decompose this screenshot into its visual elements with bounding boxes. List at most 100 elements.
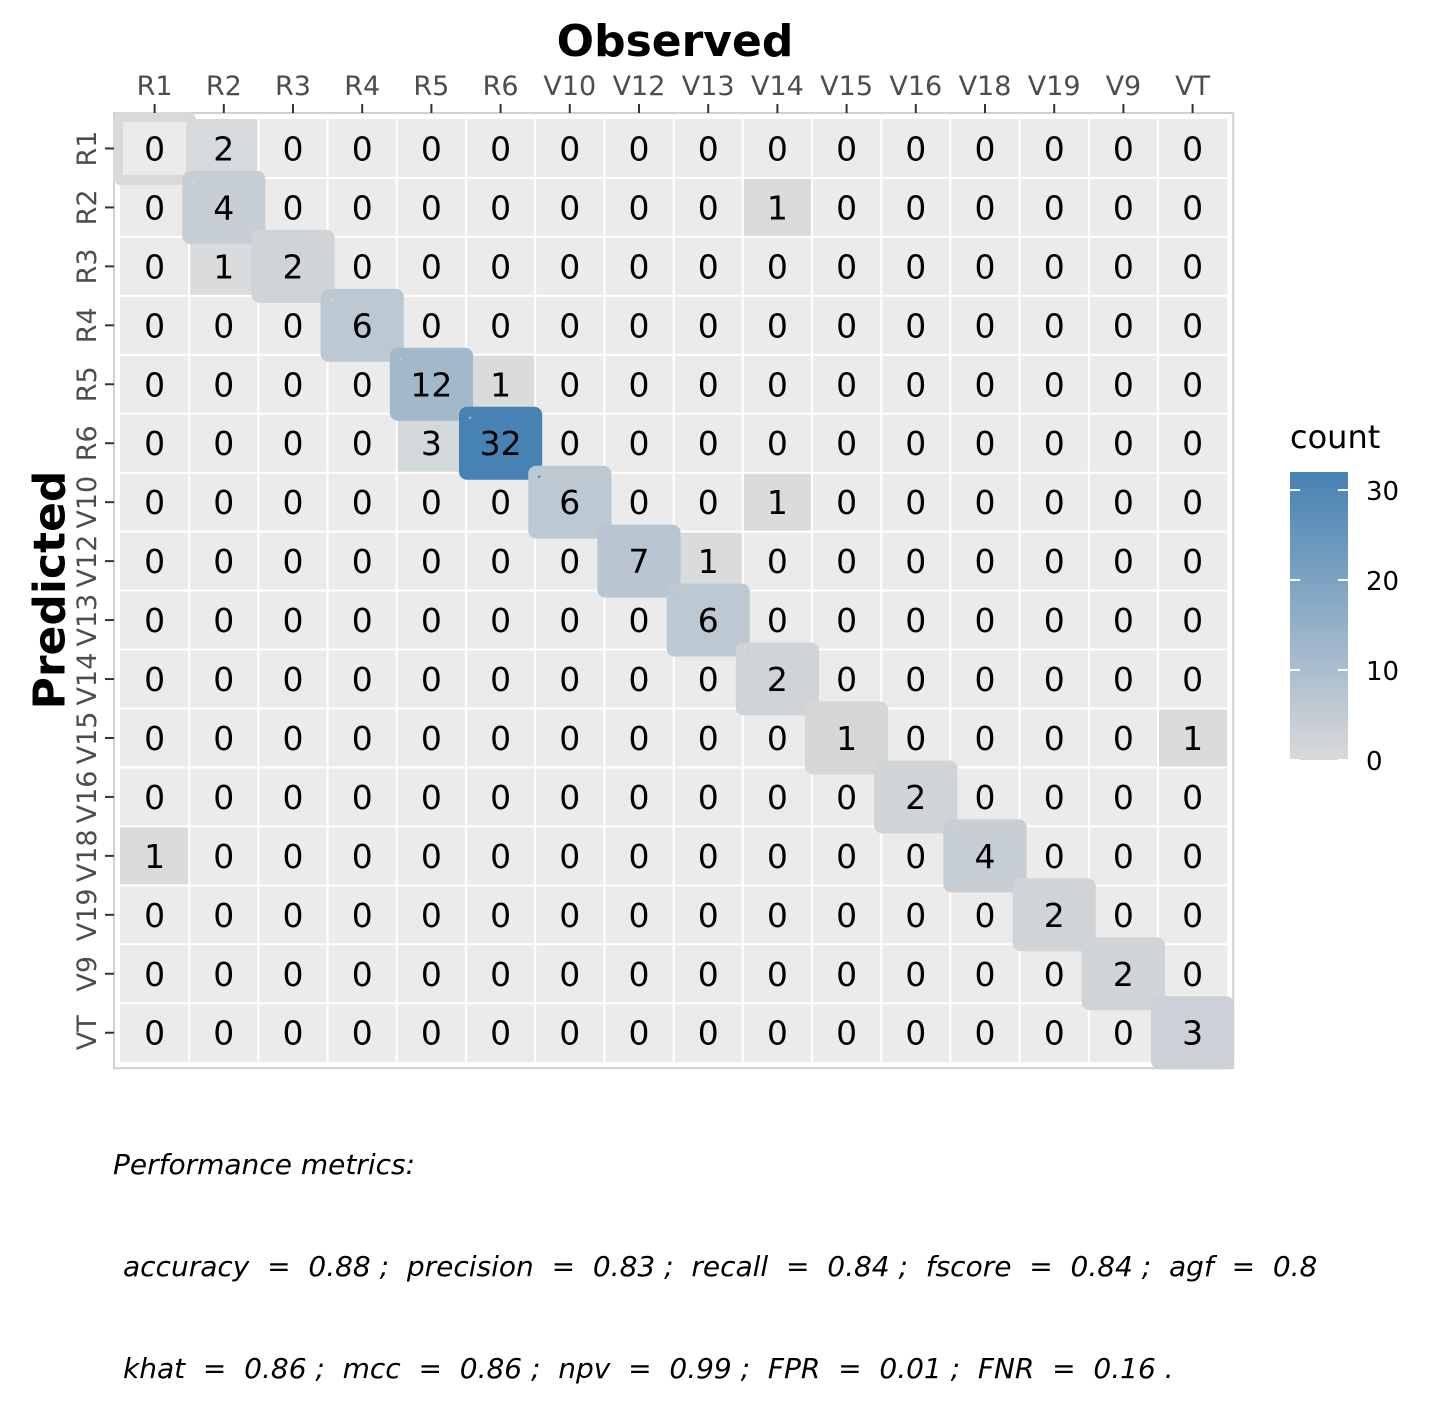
heatmap-cell bbox=[327, 295, 397, 355]
cell-value-label: 0 bbox=[213, 601, 234, 640]
cell-value-label: 0 bbox=[421, 483, 442, 522]
cell-value-label: 0 bbox=[629, 483, 650, 522]
cell-value-label: 0 bbox=[283, 719, 304, 758]
cell-value-label: 0 bbox=[421, 719, 442, 758]
cell-value-label: 0 bbox=[1113, 837, 1134, 876]
x-tick-label: V19 bbox=[1028, 71, 1081, 102]
cell-value-label: 0 bbox=[283, 542, 304, 581]
cell-value-label: 12 bbox=[410, 365, 452, 404]
panel-border bbox=[113, 112, 1235, 1070]
caption-metrics-line-1: accuracy = 0.88 ; precision = 0.83 ; rec… bbox=[123, 1250, 1318, 1283]
cell-value-label: 0 bbox=[629, 601, 650, 640]
y-tick-label: R6 bbox=[72, 425, 103, 461]
cell-value-label: 0 bbox=[698, 424, 719, 463]
cell-value-label: 0 bbox=[1044, 601, 1065, 640]
cell-value-label: 0 bbox=[490, 306, 511, 345]
cell-value-label: 0 bbox=[283, 896, 304, 935]
y-tick-label: V19 bbox=[72, 888, 103, 941]
heatmap-cell bbox=[742, 649, 812, 709]
cell-value-label: 0 bbox=[905, 129, 926, 168]
cell-value-label: 0 bbox=[421, 306, 442, 345]
cell-value-label: 0 bbox=[421, 542, 442, 581]
cell-value-label: 0 bbox=[629, 719, 650, 758]
cell-value-label: 0 bbox=[352, 365, 373, 404]
cell-value-label: 0 bbox=[352, 424, 373, 463]
heatmap-cell bbox=[742, 177, 812, 237]
cell-value-label: 1 bbox=[1182, 719, 1203, 758]
cell-value-label: 0 bbox=[975, 719, 996, 758]
cell-value-label: 0 bbox=[629, 778, 650, 817]
cell-value-label: 0 bbox=[144, 365, 165, 404]
cell-value-label: 0 bbox=[975, 365, 996, 404]
cell-value-label: 0 bbox=[421, 1014, 442, 1053]
cell-value-label: 0 bbox=[352, 719, 373, 758]
cell-value-label: 0 bbox=[1113, 424, 1134, 463]
cell-value-label: 0 bbox=[836, 778, 857, 817]
cell-value-label: 0 bbox=[490, 778, 511, 817]
cell-value-label: 0 bbox=[698, 306, 719, 345]
cell-value-label: 0 bbox=[975, 424, 996, 463]
heatmap-cell bbox=[189, 236, 259, 296]
cell-value-label: 1 bbox=[490, 365, 511, 404]
cell-value-label: 0 bbox=[975, 247, 996, 286]
cell-value-label: 0 bbox=[1182, 601, 1203, 640]
cell-value-label: 0 bbox=[975, 896, 996, 935]
cell-value-label: 0 bbox=[1113, 1014, 1134, 1053]
x-axis-ticks: R1 R2 R3 R4 R5 R6 V10 V12 V13 V14 V15 V16 V18 V19 V9 VT bbox=[137, 71, 1211, 113]
cell-value-label: 0 bbox=[1182, 896, 1203, 935]
cell-value-label: 0 bbox=[213, 306, 234, 345]
cell-value-label: 0 bbox=[905, 896, 926, 935]
x-tick-label: R1 bbox=[137, 71, 173, 102]
cell-value-label: 0 bbox=[1044, 955, 1065, 994]
cell-value-label: 0 bbox=[490, 837, 511, 876]
heatmap-gridlines bbox=[120, 119, 1228, 1063]
x-tick-label: VT bbox=[1175, 71, 1210, 102]
cell-value-label: 0 bbox=[1044, 129, 1065, 168]
heatmap-cell bbox=[742, 472, 812, 532]
cell-value-label: 0 bbox=[698, 837, 719, 876]
cell-value-label: 32 bbox=[480, 424, 522, 463]
heatmap-cell bbox=[812, 708, 882, 768]
cell-value-label: 0 bbox=[213, 483, 234, 522]
diagonal-frame bbox=[874, 760, 958, 834]
cell-value-label: 0 bbox=[213, 424, 234, 463]
cell-value-label: 0 bbox=[559, 837, 580, 876]
y-tick-label: R2 bbox=[72, 189, 103, 225]
x-tick-label: R5 bbox=[413, 71, 449, 102]
heatmap-cell bbox=[673, 590, 743, 650]
cell-value-label: 0 bbox=[352, 129, 373, 168]
cell-value-label: 1 bbox=[698, 542, 719, 581]
cell-value-label: 0 bbox=[836, 188, 857, 227]
cell-value-label: 0 bbox=[352, 1014, 373, 1053]
cell-value-label: 0 bbox=[1113, 483, 1134, 522]
cell-value-label: 0 bbox=[421, 601, 442, 640]
diagonal-frame bbox=[805, 701, 889, 775]
heatmap-cell bbox=[1019, 885, 1089, 945]
cell-value-label: 0 bbox=[1044, 424, 1065, 463]
cell-value-label: 0 bbox=[698, 365, 719, 404]
cell-value-label: 0 bbox=[698, 660, 719, 699]
cell-value-label: 0 bbox=[1182, 188, 1203, 227]
y-axis-title: Predicted bbox=[24, 470, 76, 710]
heatmap-cell bbox=[604, 531, 674, 591]
x-tick-label: V9 bbox=[1106, 71, 1142, 102]
cell-value-label: 0 bbox=[629, 188, 650, 227]
x-tick-label: V18 bbox=[959, 71, 1012, 102]
cell-value-label: 0 bbox=[490, 719, 511, 758]
cell-value-label: 0 bbox=[213, 542, 234, 581]
cell-value-label: 0 bbox=[421, 778, 442, 817]
cell-value-label: 0 bbox=[283, 188, 304, 227]
cell-value-label: 6 bbox=[559, 483, 580, 522]
cell-value-label: 0 bbox=[1044, 778, 1065, 817]
cell-value-label: 0 bbox=[144, 424, 165, 463]
color-legend: 0 10 20 30 bbox=[1290, 472, 1399, 777]
cell-value-label: 0 bbox=[283, 837, 304, 876]
cell-value-label: 0 bbox=[767, 601, 788, 640]
cell-value-label: 0 bbox=[767, 424, 788, 463]
y-tick-label: V15 bbox=[72, 712, 103, 765]
cell-value-label: 0 bbox=[767, 719, 788, 758]
cell-value-label: 0 bbox=[421, 188, 442, 227]
cell-value-label: 0 bbox=[283, 955, 304, 994]
cell-value-label: 0 bbox=[144, 601, 165, 640]
y-tick-label: V16 bbox=[72, 771, 103, 824]
